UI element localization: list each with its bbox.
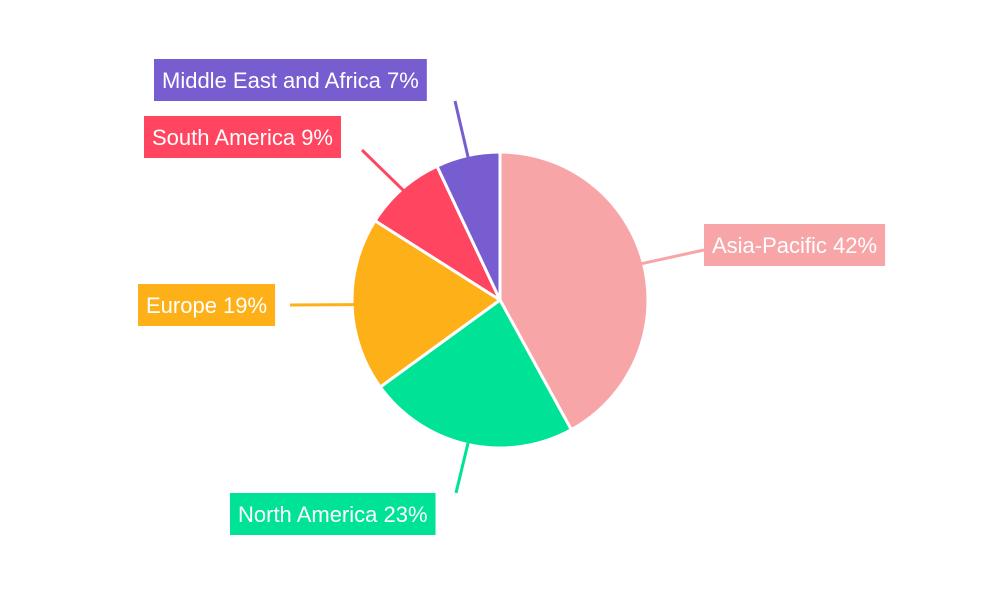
label-text-middle-east-and-africa: Middle East and Africa 7% [162,68,419,93]
leader-line-south-america [360,148,405,192]
label-box-asia-pacific [704,224,886,266]
pie-leader-lines [289,100,705,494]
label-box-europe [138,284,276,326]
label-middle-east-and-africa: Middle East and Africa 7% [154,59,427,101]
label-text-asia-pacific: Asia-Pacific 42% [712,233,877,258]
label-europe: Europe 19% [138,284,276,326]
label-box-middle-east-and-africa [154,59,427,101]
label-text-europe: Europe 19% [146,293,267,318]
leader-line-asia-pacific [641,248,705,266]
label-south-america: South America 9% [144,116,341,158]
leader-line-north-america [454,442,470,494]
label-box-south-america [144,116,341,158]
leader-line-middle-east-and-africa [453,100,470,158]
label-asia-pacific: Asia-Pacific 42% [704,224,886,266]
label-box-north-america [230,493,436,535]
label-text-south-america: South America 9% [152,125,333,150]
pie-labels: Asia-Pacific 42% North America 23% Europe … [138,59,886,535]
pie-slices [350,150,650,450]
label-north-america: North America 23% [230,493,436,535]
label-text-north-america: North America 23% [238,502,428,527]
